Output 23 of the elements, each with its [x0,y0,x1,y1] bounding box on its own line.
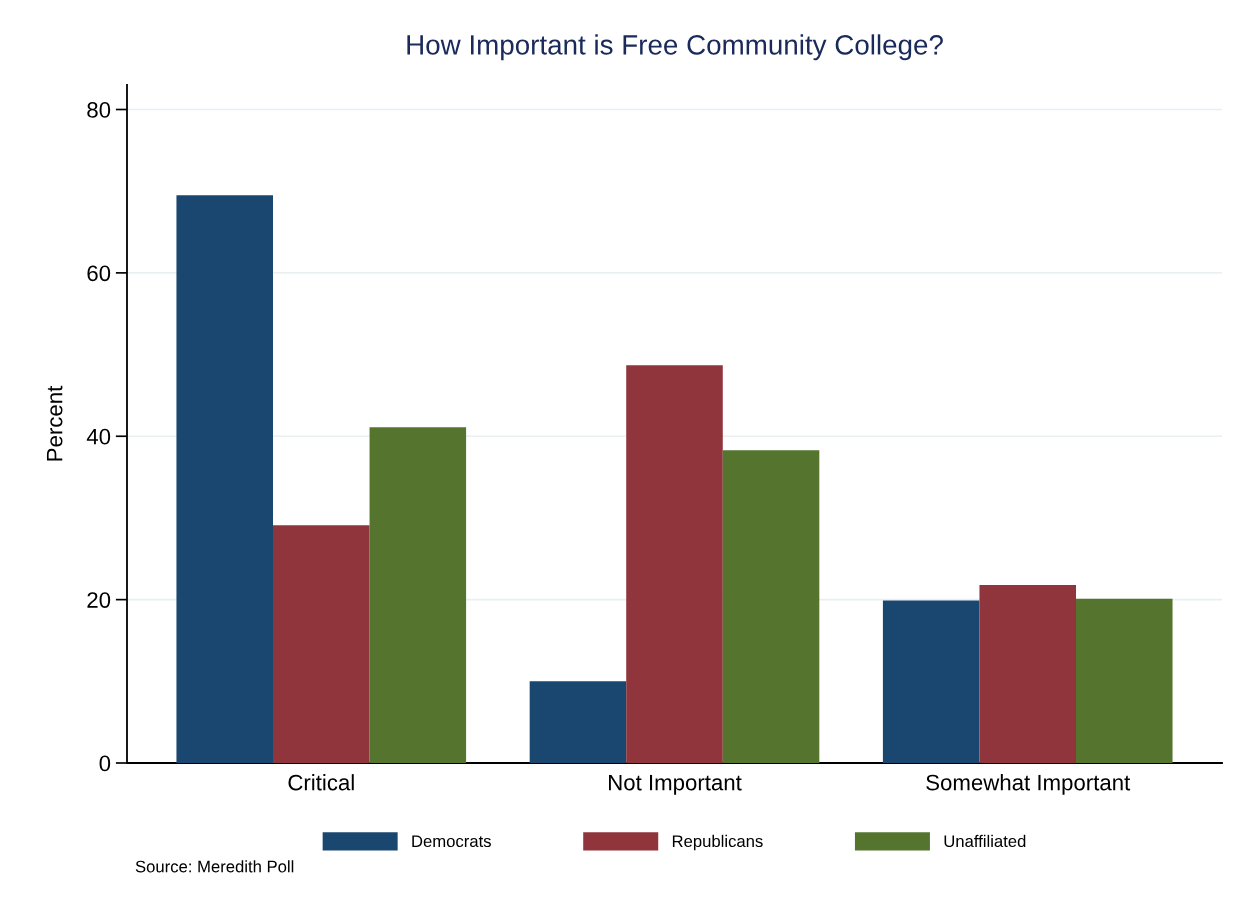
y-tick-label: 20 [87,592,111,608]
bar [722,450,820,763]
x-tick-label: Not Important [609,774,742,795]
y-tick-label: 0 [99,755,111,772]
bar [979,584,1076,763]
legend-label: Unaffiliated [944,834,1026,848]
bar [369,427,467,763]
legend-label: Republicans [672,834,763,851]
bar [273,525,370,763]
source-note: Source: Meredith Poll [135,860,294,873]
x-tick-label: Somewhat Important [926,774,1131,795]
legend-label: Democrats [412,835,491,848]
bar [882,600,980,763]
y-tick-label: 60 [87,265,111,282]
chart-title: How Important is Free Community College? [407,34,943,61]
bar [529,681,627,763]
bar [176,195,273,763]
y-axis-title: Percent [46,385,63,461]
bar [626,365,723,763]
y-tick-label: 80 [87,102,111,118]
y-tick-label: 40 [86,428,111,445]
bar [1076,598,1173,763]
x-tick-label: Critical [288,774,354,791]
